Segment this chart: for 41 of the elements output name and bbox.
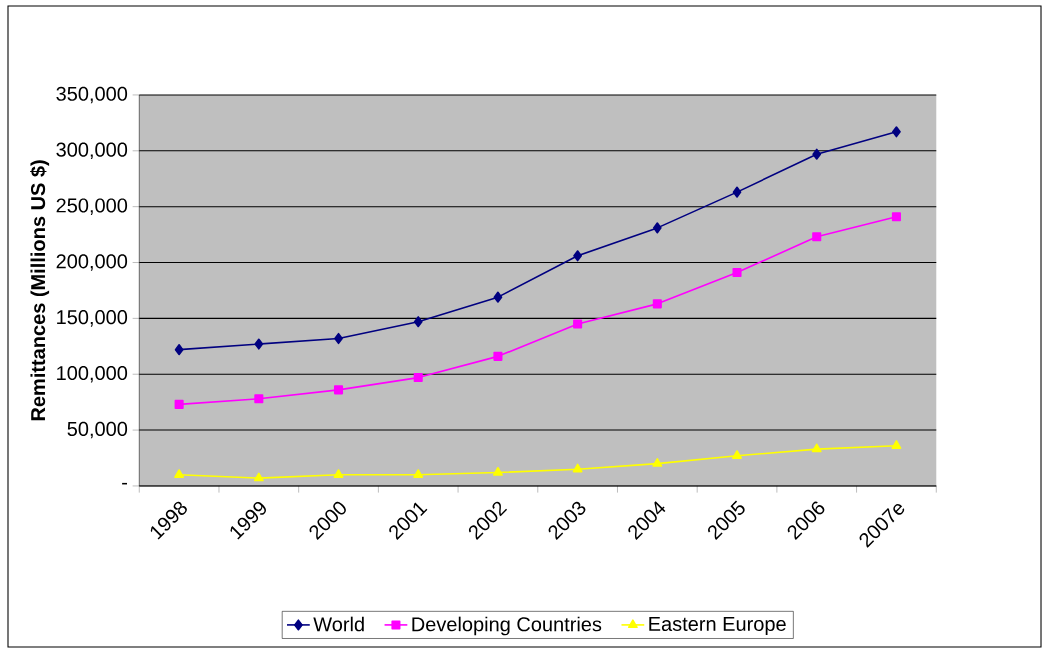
point <box>493 351 503 361</box>
legend-label: Eastern Europe <box>649 617 786 635</box>
point <box>573 319 583 329</box>
point <box>413 316 423 328</box>
point <box>492 466 503 476</box>
point <box>812 232 822 242</box>
point <box>572 463 583 473</box>
point <box>891 440 902 449</box>
y-tick-label: 100,000 <box>57 365 128 383</box>
point <box>413 373 423 383</box>
point <box>892 126 901 138</box>
y-tick-label: 300,000 <box>56 142 128 160</box>
point <box>254 394 264 404</box>
point <box>812 148 822 160</box>
y-tick-label: 200,000 <box>56 254 128 271</box>
legend-label: Developing Countries <box>412 616 602 636</box>
y-tick-label: - <box>122 482 128 485</box>
point <box>413 469 424 478</box>
point <box>652 299 662 309</box>
y-tick-label: 50,000 <box>67 421 128 439</box>
y-tick-label: 250,000 <box>56 198 128 215</box>
point <box>573 250 583 262</box>
point <box>732 186 742 198</box>
point <box>652 458 663 467</box>
point <box>333 385 344 395</box>
point <box>174 469 185 478</box>
point <box>174 399 184 409</box>
point <box>652 222 662 234</box>
point <box>732 268 742 278</box>
y-tick-label: 150,000 <box>57 310 128 327</box>
point <box>174 344 184 356</box>
point <box>254 338 264 350</box>
point <box>811 443 822 453</box>
point <box>493 291 503 303</box>
point <box>253 472 264 482</box>
point <box>333 469 344 478</box>
y-axis-title: Remittances (Millions US $) <box>30 160 50 421</box>
point <box>732 450 742 459</box>
point <box>891 212 901 222</box>
y-tick-label: 350,000 <box>56 86 128 104</box>
legend-label: World <box>313 616 364 632</box>
